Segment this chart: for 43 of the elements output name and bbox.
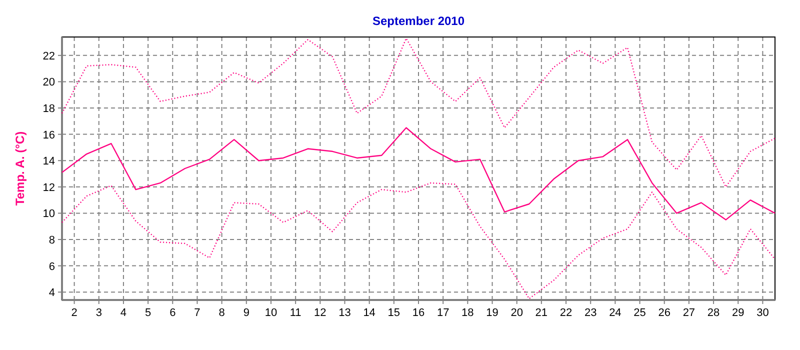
x-tick-label: 4 [120,307,127,319]
x-tick-label: 5 [144,307,152,319]
x-tick-label: 21 [535,307,548,319]
x-tick-label: 3 [96,307,102,319]
x-tick-label: 11 [290,307,302,319]
line-series [61,38,776,188]
x-tick-label: 13 [338,307,351,319]
x-tick-label: 28 [707,307,720,319]
y-axis-title: Temp. A. (°C) [13,131,27,206]
x-tick-label: 30 [756,307,769,319]
y-tick-label: 16 [42,129,55,142]
x-tick-label: 27 [682,307,696,319]
x-tick-label: 17 [436,307,450,319]
x-tick-label: 26 [658,307,670,319]
x-tick-label: 2 [71,307,78,319]
y-tick-label: 20 [42,76,55,89]
y-tick-label: 22 [42,50,55,62]
y-tick-label: 4 [48,287,55,300]
x-tick-label: 18 [462,307,474,319]
x-tick-label: 24 [609,307,622,319]
x-tick-label: 7 [194,307,200,319]
x-tick-label: 19 [486,307,498,319]
y-tick-label: 12 [42,182,55,194]
x-tick-label: 25 [634,307,646,319]
y-tick-label: 14 [42,156,55,168]
x-tick-label: 14 [363,307,376,319]
y-tick-label: 8 [48,234,55,247]
x-tick-label: 10 [264,307,278,319]
x-tick-label: 22 [560,307,572,319]
y-tick-label: 6 [48,260,55,273]
x-tick-label: 6 [170,307,176,319]
line-series [61,127,776,220]
x-tick-label: 9 [243,307,250,319]
x-tick-label: 15 [388,307,400,319]
x-tick-label: 12 [314,307,326,319]
x-tick-label: 16 [412,307,425,319]
y-tick-label: 10 [42,208,55,220]
chart-title: September 2010 [372,14,465,28]
x-tick-label: 8 [218,307,225,319]
y-tick-label: 18 [42,103,55,116]
x-tick-label: 23 [584,307,597,319]
x-tick-label: 29 [732,307,744,319]
x-tick-label: 20 [510,307,523,319]
